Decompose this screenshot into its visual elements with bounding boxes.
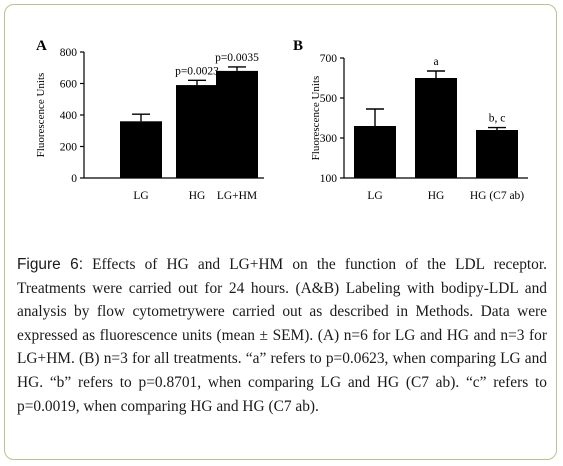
panel-b-label: B — [293, 38, 303, 54]
panel-a-y-tick-label: 800 — [60, 47, 78, 59]
panel-a-x-tick-label: HG — [189, 190, 206, 202]
panel-b-y-tick-label: 700 — [320, 53, 338, 65]
panel-b-y-tick-label: 300 — [320, 133, 338, 145]
panel-a-bar — [120, 121, 162, 178]
panel-a-bar-annotation: p=0.0035 — [215, 52, 259, 64]
panel-a-label: A — [36, 38, 47, 54]
panel-a-bar-annotation: p=0.0023 — [175, 65, 219, 77]
panel-a-y-tick-label: 0 — [71, 173, 77, 185]
panel-b-y-tick-label: 100 — [320, 173, 338, 185]
panel-b-x-tick-label: LG — [367, 190, 382, 202]
figure-frame — [4, 4, 557, 460]
panel-b-bar — [476, 130, 518, 178]
panel-b-y-tick-label: 500 — [320, 93, 338, 105]
panel-b-bar-annotation: b, c — [489, 113, 506, 125]
panel-a-bar — [216, 70, 258, 178]
panel-a-y-tick-label: 200 — [60, 142, 78, 154]
panel-a-bar — [176, 85, 218, 178]
panel-a-x-tick-label: LG+HM — [217, 190, 257, 202]
panel-b-y-axis-label: Fluorescence Units — [310, 76, 322, 161]
panel-a-y-tick-label: 600 — [60, 79, 78, 91]
figure-caption: Figure 6: Effects of HG and LG+HM on the… — [17, 253, 547, 418]
caption-text: Effects of HG and LG+HM on the function … — [17, 256, 547, 415]
figure-charts: A Fluorescence Units 0 200 400 600 800 LG p=0.00… — [35, 38, 528, 202]
panel-a-x-tick-label: LG — [133, 190, 148, 202]
caption-label: Figure 6: — [17, 256, 84, 273]
panel-a-y-axis-label: Fluorescence Units — [35, 73, 47, 158]
panel-b-x-tick-label: HG (C7 ab) — [470, 190, 524, 202]
panel-b-bar — [415, 78, 457, 178]
panel-b-bar — [354, 126, 396, 178]
panel-a-y-tick-label: 400 — [60, 110, 78, 122]
panel-b-bar-annotation: a — [433, 56, 438, 68]
panel-b-x-tick-label: HG — [428, 190, 445, 202]
